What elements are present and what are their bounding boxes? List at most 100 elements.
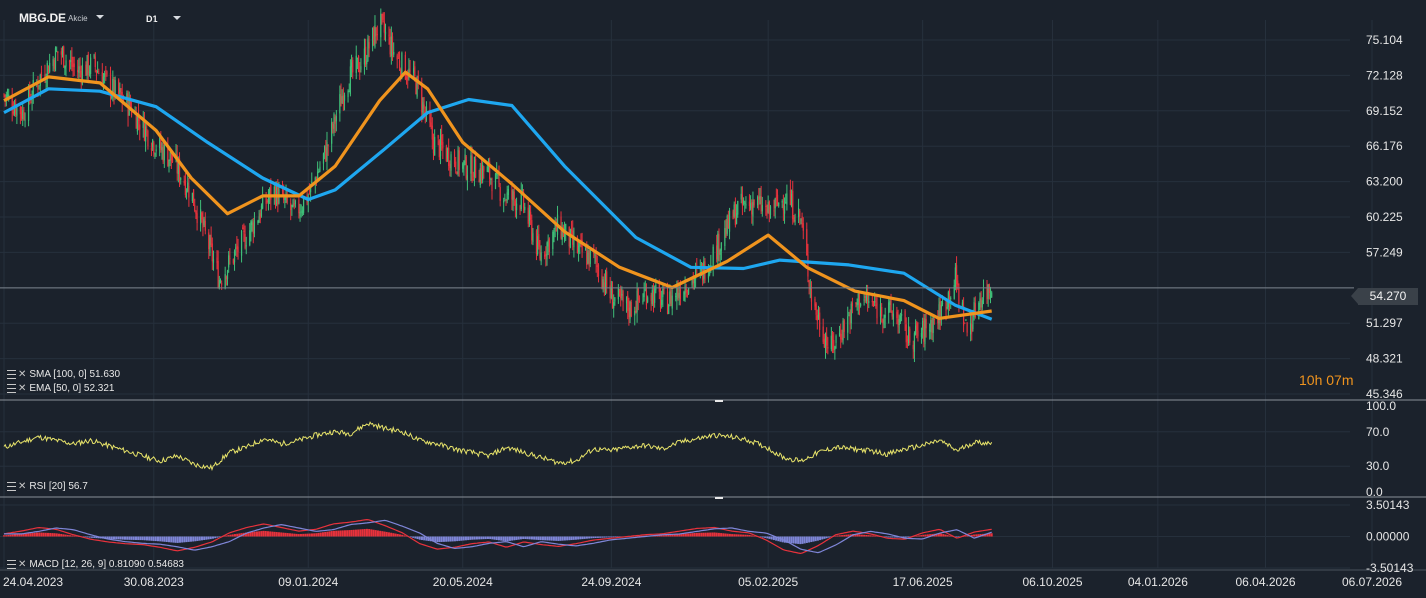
macd-bar <box>746 534 749 537</box>
candle-body <box>644 289 646 291</box>
timeframe-dropdown-icon[interactable] <box>173 16 181 20</box>
settings-lines-icon[interactable] <box>7 383 16 393</box>
candle-body <box>703 261 705 279</box>
candle-body <box>381 13 383 16</box>
candle-body <box>890 298 892 313</box>
macd-bar <box>277 532 280 537</box>
price-axis-label: 48.321 <box>1366 352 1403 366</box>
symbol-dropdown-icon[interactable] <box>96 15 104 19</box>
panel-resize-handle[interactable] <box>715 400 723 402</box>
candle-body <box>325 147 327 161</box>
candle-body <box>37 83 39 90</box>
close-icon[interactable]: ✕ <box>18 559 27 570</box>
candle-body <box>404 54 406 80</box>
candle-body <box>327 145 329 147</box>
candle-body <box>826 335 828 346</box>
candle-body <box>445 147 447 161</box>
candle-body <box>240 230 243 256</box>
candle-body <box>29 86 31 100</box>
candle-body <box>284 197 286 200</box>
candle-body <box>106 71 108 75</box>
candle-body <box>71 56 73 67</box>
macd-bar <box>357 529 360 537</box>
macd-bar <box>374 530 377 537</box>
macd-bar <box>825 536 828 539</box>
candle-body <box>651 290 653 305</box>
macd-bar <box>935 533 938 537</box>
candle-body <box>581 239 583 253</box>
candle-body <box>334 117 336 124</box>
macd-bar <box>486 536 489 539</box>
macd-bar <box>3 535 5 537</box>
candle-body <box>532 233 534 243</box>
candle-body <box>865 295 868 302</box>
candle-body <box>359 70 361 73</box>
macd-bar <box>387 532 390 537</box>
settings-lines-icon[interactable] <box>7 481 16 491</box>
candle-body <box>393 51 395 55</box>
symbol-label[interactable]: MBG.DE <box>19 11 66 25</box>
macd-bar <box>860 534 863 537</box>
macd-bar <box>330 531 333 537</box>
macd-bar <box>282 532 285 537</box>
candle-body <box>514 200 516 211</box>
macd-bar <box>295 533 298 537</box>
settings-lines-icon[interactable] <box>7 559 16 569</box>
candle-body <box>538 234 540 247</box>
macd-bar <box>713 532 716 537</box>
macd-bar <box>231 534 234 537</box>
candle-body <box>57 51 59 53</box>
candle-body <box>792 190 794 220</box>
close-icon[interactable]: ✕ <box>18 481 27 492</box>
macd-bar <box>691 533 694 537</box>
macd-bar <box>519 536 522 540</box>
macd-bar <box>288 533 291 537</box>
ema-value: 52.321 <box>83 383 115 394</box>
macd-bar <box>753 535 756 537</box>
candle-body <box>101 72 103 86</box>
candle-body <box>579 241 581 247</box>
candle-body <box>971 324 973 333</box>
candle-body <box>405 76 408 80</box>
candle-body <box>259 213 261 219</box>
macd-bar <box>475 536 478 540</box>
macd-bar <box>889 536 892 538</box>
macd-bar <box>68 535 71 537</box>
candle-body <box>95 70 98 73</box>
macd-bar <box>66 534 69 537</box>
panel-resize-handle[interactable] <box>715 497 723 499</box>
settings-lines-icon[interactable] <box>7 369 16 379</box>
candle-body <box>229 257 231 259</box>
candle-body <box>824 337 827 349</box>
macd-bar <box>665 535 668 537</box>
rsi-value: 56.7 <box>68 481 88 492</box>
macd-bar <box>533 536 536 540</box>
close-icon[interactable]: ✕ <box>18 383 27 394</box>
candle-body <box>957 280 959 286</box>
macd-bar <box>957 536 960 538</box>
timeframe-label[interactable]: D1 <box>146 14 158 24</box>
candle-body <box>881 306 883 317</box>
candle-body <box>243 230 245 233</box>
macd-bar <box>667 534 670 537</box>
candle-body <box>233 251 236 263</box>
macd-bar <box>143 536 146 541</box>
macd-bar <box>123 536 126 540</box>
candle-body <box>773 209 775 212</box>
rsi-legend: ✕ RSI [20] 56.7 <box>7 481 88 492</box>
candle-body <box>6 93 9 98</box>
macd-bar <box>920 535 923 537</box>
candle-body <box>765 206 767 207</box>
candle-body <box>340 94 342 107</box>
candle-body <box>423 104 425 109</box>
macd-bar <box>376 530 379 537</box>
candle-body <box>972 320 974 329</box>
candle-body <box>978 302 980 320</box>
candle-body <box>367 38 369 61</box>
macd-bar <box>11 534 14 537</box>
macd-bar <box>324 531 327 537</box>
close-icon[interactable]: ✕ <box>18 369 27 380</box>
candle-body <box>486 166 488 172</box>
candle-body <box>883 317 885 326</box>
